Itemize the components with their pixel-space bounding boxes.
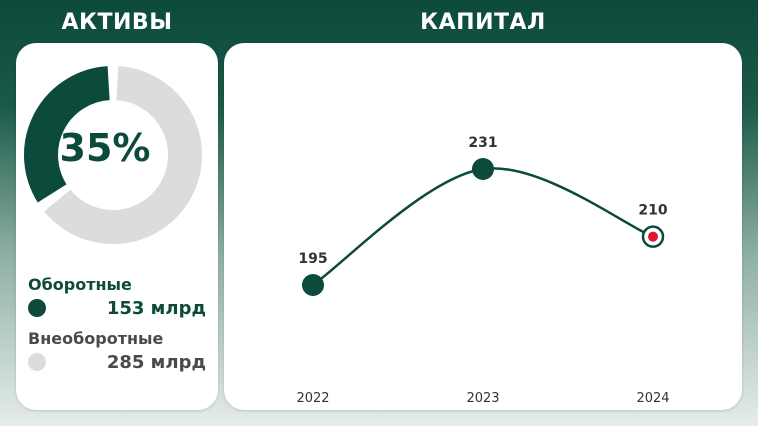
- capital-panel: 195 2022 231 2023 210 2024: [224, 43, 742, 410]
- capital-series-line: [312, 167, 654, 287]
- capital-title: КАПИТАЛ: [420, 10, 546, 35]
- donut-slice-current: [24, 66, 111, 203]
- legend-dot-noncurrent-icon: [28, 353, 46, 371]
- x-tick-label-2023: 2023: [466, 391, 499, 406]
- x-tick-label-2022: 2022: [296, 391, 329, 406]
- data-point-2022: [302, 274, 324, 296]
- legend-label-current: Оборотные: [28, 275, 132, 294]
- assets-panel: 35% Оборотные 153 млрд Внеоборотные 285 …: [16, 43, 218, 410]
- assets-donut-chart: 35%: [24, 66, 202, 244]
- capital-line-chart: 195 2022 231 2023 210 2024: [296, 135, 669, 406]
- donut-slice-noncurrent: [44, 66, 202, 244]
- data-point-2023: [472, 158, 494, 180]
- x-tick-label-2024: 2024: [636, 391, 669, 406]
- data-label-2024: 210: [638, 203, 667, 219]
- legend-label-noncurrent: Внеоборотные: [28, 329, 164, 348]
- legend-value-current: 153 млрд: [106, 298, 206, 319]
- data-point-highlight-2024: [648, 231, 658, 242]
- donut-center-label: 35%: [60, 126, 151, 170]
- data-label-2022: 195: [298, 251, 327, 267]
- assets-title: АКТИВЫ: [61, 10, 173, 35]
- data-label-2023: 231: [468, 135, 497, 151]
- legend-value-noncurrent: 285 млрд: [106, 352, 206, 373]
- legend-dot-current-icon: [28, 299, 46, 317]
